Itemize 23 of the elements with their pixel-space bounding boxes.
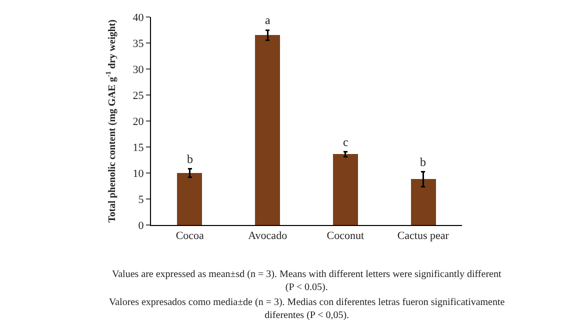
y-tick-label: 15 — [132, 142, 144, 154]
x-tick-label: Cactus pear — [397, 230, 450, 242]
y-tick-label: 25 — [132, 90, 144, 102]
bar — [177, 173, 202, 225]
bar — [255, 35, 280, 225]
x-tick-label: Avocado — [248, 230, 288, 242]
annotation: b — [420, 155, 426, 169]
y-tick-label: 10 — [132, 168, 144, 180]
text: Valores expresados como media±de (n = 3). Medias con diferentes letras fueron significativamente diferentes (P < 0,05). — [109, 297, 506, 321]
y-tick-label: 20 — [132, 116, 144, 128]
x-tick-label: Cocoa — [176, 230, 204, 242]
bar — [411, 179, 436, 225]
y-tick-label: 35 — [132, 38, 144, 50]
annotation: c — [343, 135, 348, 149]
y-tick-label: 30 — [132, 64, 144, 76]
annotation: b — [187, 152, 193, 166]
y-tick-label: 40 — [132, 12, 144, 24]
text: Values are expressed as mean±sd (n = 3). Means with different letters were significantly different (P < 0.05). — [112, 269, 502, 293]
y-tick-label: 5 — [138, 194, 144, 206]
x-tick-label: Coconut — [326, 230, 364, 242]
y-tick-label: 0 — [138, 220, 144, 232]
annotation: a — [265, 13, 271, 27]
bar — [333, 154, 358, 225]
